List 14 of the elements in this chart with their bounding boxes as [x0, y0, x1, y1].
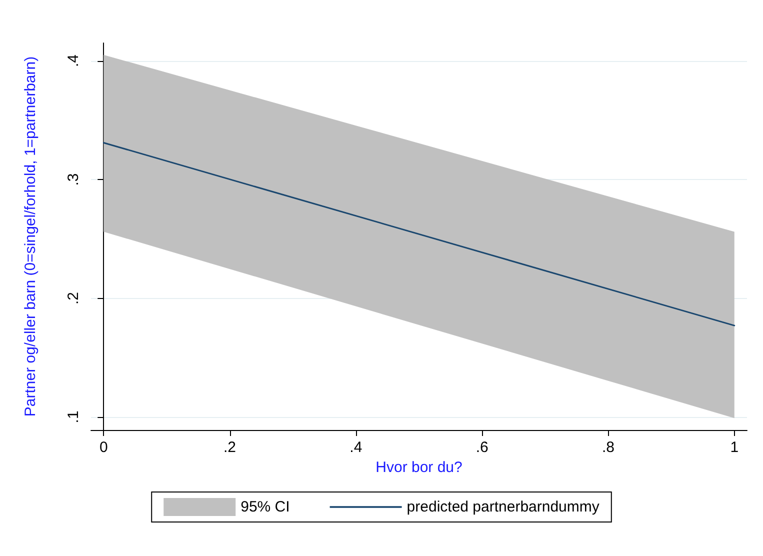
y-axis-title: Partner og/eller barn (0=singel/forhold, 1=partnerbarn)	[22, 56, 39, 417]
y-tick-label: .3	[65, 173, 82, 186]
x-axis-title: Hvor bor du?	[376, 458, 462, 476]
legend-label: 95% CI	[240, 498, 290, 516]
x-tick-label: 0	[99, 439, 108, 456]
x-tick-label: .6	[476, 439, 488, 456]
y-tick-label: .2	[65, 292, 82, 304]
y-tick-label: .1	[65, 410, 82, 424]
legend-label: predicted partnerbarndummy	[406, 498, 600, 516]
x-tick-label: 1	[730, 439, 739, 456]
x-tick-label: .4	[350, 439, 362, 456]
x-tick-label: .2	[224, 439, 236, 456]
y-tick-label: .4	[65, 54, 82, 68]
x-tick-label: .8	[602, 439, 614, 456]
